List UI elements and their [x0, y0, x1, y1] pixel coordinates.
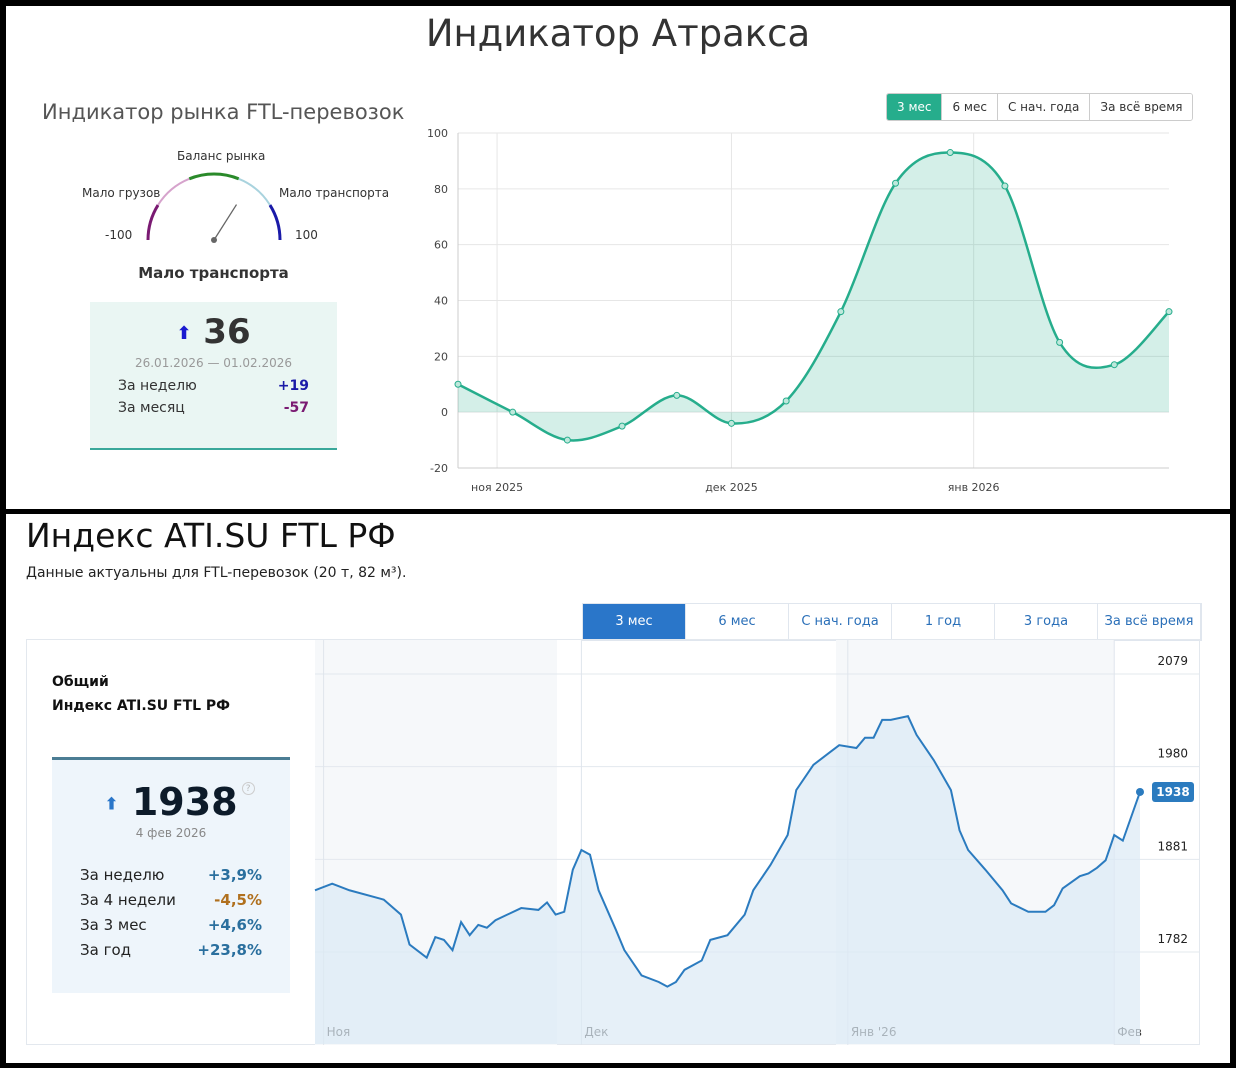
area-fill [458, 152, 1169, 441]
data-point [946, 149, 954, 157]
data-point [509, 408, 517, 416]
gauge-max: 100 [295, 228, 318, 242]
card-title: Общий Индекс ATI.SU FTL РФ [52, 670, 230, 718]
data-point [563, 436, 571, 444]
gauge-label-few-cargo: Мало грузов [82, 186, 161, 200]
ati-subtitle: Данные актуальны для FTL-перевозок (20 т… [26, 565, 407, 581]
data-point [892, 179, 900, 187]
arrow-up-icon: ⬆ [176, 323, 192, 344]
data-point [673, 391, 681, 399]
data-point [1165, 308, 1173, 316]
arrow-up-icon: ⬆ [104, 794, 119, 815]
y-tick-label: 80 [434, 183, 448, 196]
x-tick-label: янв 2026 [948, 481, 1000, 494]
card-title-1: Общий [52, 674, 109, 690]
y-tick-label: 1782 [1157, 932, 1188, 946]
period-tabs: 3 мес 6 мес С нач. года 1 год 3 года За всё в… [582, 603, 1202, 641]
market-gauge [146, 172, 282, 243]
y-tick-label: -20 [430, 462, 448, 475]
period-buttons: 3 мес 6 мес С нач. года За всё время [886, 93, 1194, 121]
stat-label: За неделю [80, 866, 165, 884]
stat-value: +23,8% [197, 941, 262, 959]
y-tick-label: 20 [434, 350, 448, 363]
y-tick-label: 40 [434, 295, 448, 308]
stat-value: +4,6% [207, 916, 262, 934]
area-fill [315, 716, 1140, 1044]
indicator-period: 26.01.2026 — 01.02.2026 [134, 356, 293, 370]
stat-label: За 3 мес [80, 916, 147, 934]
period-tab[interactable]: 1 год [892, 604, 995, 640]
stat-row: За 4 недели -4,5% [80, 891, 262, 909]
period-button[interactable]: 6 мес [942, 94, 998, 120]
ati-chart: 2079198018811782НояДекЯнв '26Фев1938 [314, 640, 1200, 1045]
period-tab[interactable]: 6 мес [686, 604, 789, 640]
stat-row: За неделю +19 [118, 378, 309, 394]
y-tick-label: 0 [441, 406, 448, 419]
data-point [727, 419, 735, 427]
y-tick-label: 60 [434, 239, 448, 252]
y-tick-label: 2079 [1157, 654, 1188, 668]
stat-label: За год [80, 941, 132, 959]
index-card: ⬆ 1938 ? 4 фев 2026 За неделю +3,9% За 4 н… [52, 757, 290, 993]
last-point [1136, 787, 1144, 796]
gauge-label-balance: Баланс рынка [177, 149, 266, 163]
gauge-min: -100 [105, 228, 133, 242]
atrax-panel: Индикатор Атракса Индикатор рынка FTL-пе… [6, 6, 1230, 509]
last-value-label: 1938 [1156, 785, 1189, 799]
x-tick-label: ноя 2025 [471, 481, 523, 494]
stat-label: За 4 недели [80, 891, 176, 909]
gauge-segment [268, 204, 282, 241]
stat-value: -4,5% [214, 891, 262, 909]
y-tick-label: 1881 [1157, 839, 1188, 853]
gauge-state: Мало транспорта [138, 264, 289, 282]
last-value-badge [1152, 781, 1194, 802]
index-date: 4 фев 2026 [135, 826, 207, 840]
stat-value: +3,9% [207, 866, 262, 884]
period-tab[interactable]: 3 года [995, 604, 1098, 640]
period-tab[interactable]: За всё время [1098, 604, 1201, 640]
stat-row: За год +23,8% [80, 941, 262, 959]
indicator-card: ⬆ 36 26.01.2026 — 01.02.2026 За неделю +1… [90, 302, 337, 450]
gauge-label-few-transport: Мало транспорта [279, 186, 390, 200]
series-line [314, 715, 1141, 988]
gauge-pivot [211, 237, 217, 243]
stat-row: За 3 мес +4,6% [80, 916, 262, 934]
help-icon[interactable]: ? [241, 782, 255, 795]
ati-title: Индекс ATI.SU FTL РФ [26, 516, 396, 555]
card-title-2: Индекс ATI.SU FTL РФ [52, 698, 231, 714]
chart-frame [26, 639, 1200, 1045]
stat-label: За месяц [118, 400, 185, 416]
data-point [618, 422, 626, 430]
period-tab[interactable]: 3 мес [583, 604, 686, 640]
data-point [1110, 361, 1118, 369]
y-tick-label: 1980 [1157, 747, 1188, 761]
x-tick-label: дек 2025 [705, 481, 758, 494]
period-button[interactable]: С нач. года [997, 94, 1091, 120]
data-point [1001, 182, 1009, 190]
gauge-segment [157, 177, 190, 206]
stat-label: За неделю [118, 378, 197, 394]
gauge-needle [213, 204, 238, 241]
gauge-segment [238, 177, 271, 206]
data-point [454, 380, 462, 388]
page-title: Индикатор Атракса [425, 12, 811, 55]
indicator-title: Индикатор рынка FTL-перевозок [42, 100, 405, 124]
data-point [1056, 338, 1064, 346]
data-point [837, 308, 845, 316]
period-tab[interactable]: С нач. года [789, 604, 892, 640]
ati-panel: Индекс ATI.SU FTL РФ Данные актуальны дл… [6, 514, 1230, 1063]
index-value: 1938 [131, 780, 238, 824]
stat-value: -57 [283, 400, 309, 416]
stat-row: За месяц -57 [118, 400, 309, 416]
indicator-value: 36 [203, 312, 251, 352]
period-button[interactable]: 3 мес [887, 94, 943, 120]
y-tick-label: 100 [427, 127, 448, 140]
period-button[interactable]: За всё время [1090, 94, 1193, 120]
data-point [782, 397, 790, 405]
stat-row: За неделю +3,9% [80, 866, 262, 884]
gauge-segment [188, 172, 240, 181]
gauge-segment [146, 204, 160, 241]
atrax-chart: 100 80 60 40 20 0 -20 ноя 2025 дек 2025 янв 2026 [427, 127, 1173, 494]
stat-value: +19 [277, 378, 309, 394]
